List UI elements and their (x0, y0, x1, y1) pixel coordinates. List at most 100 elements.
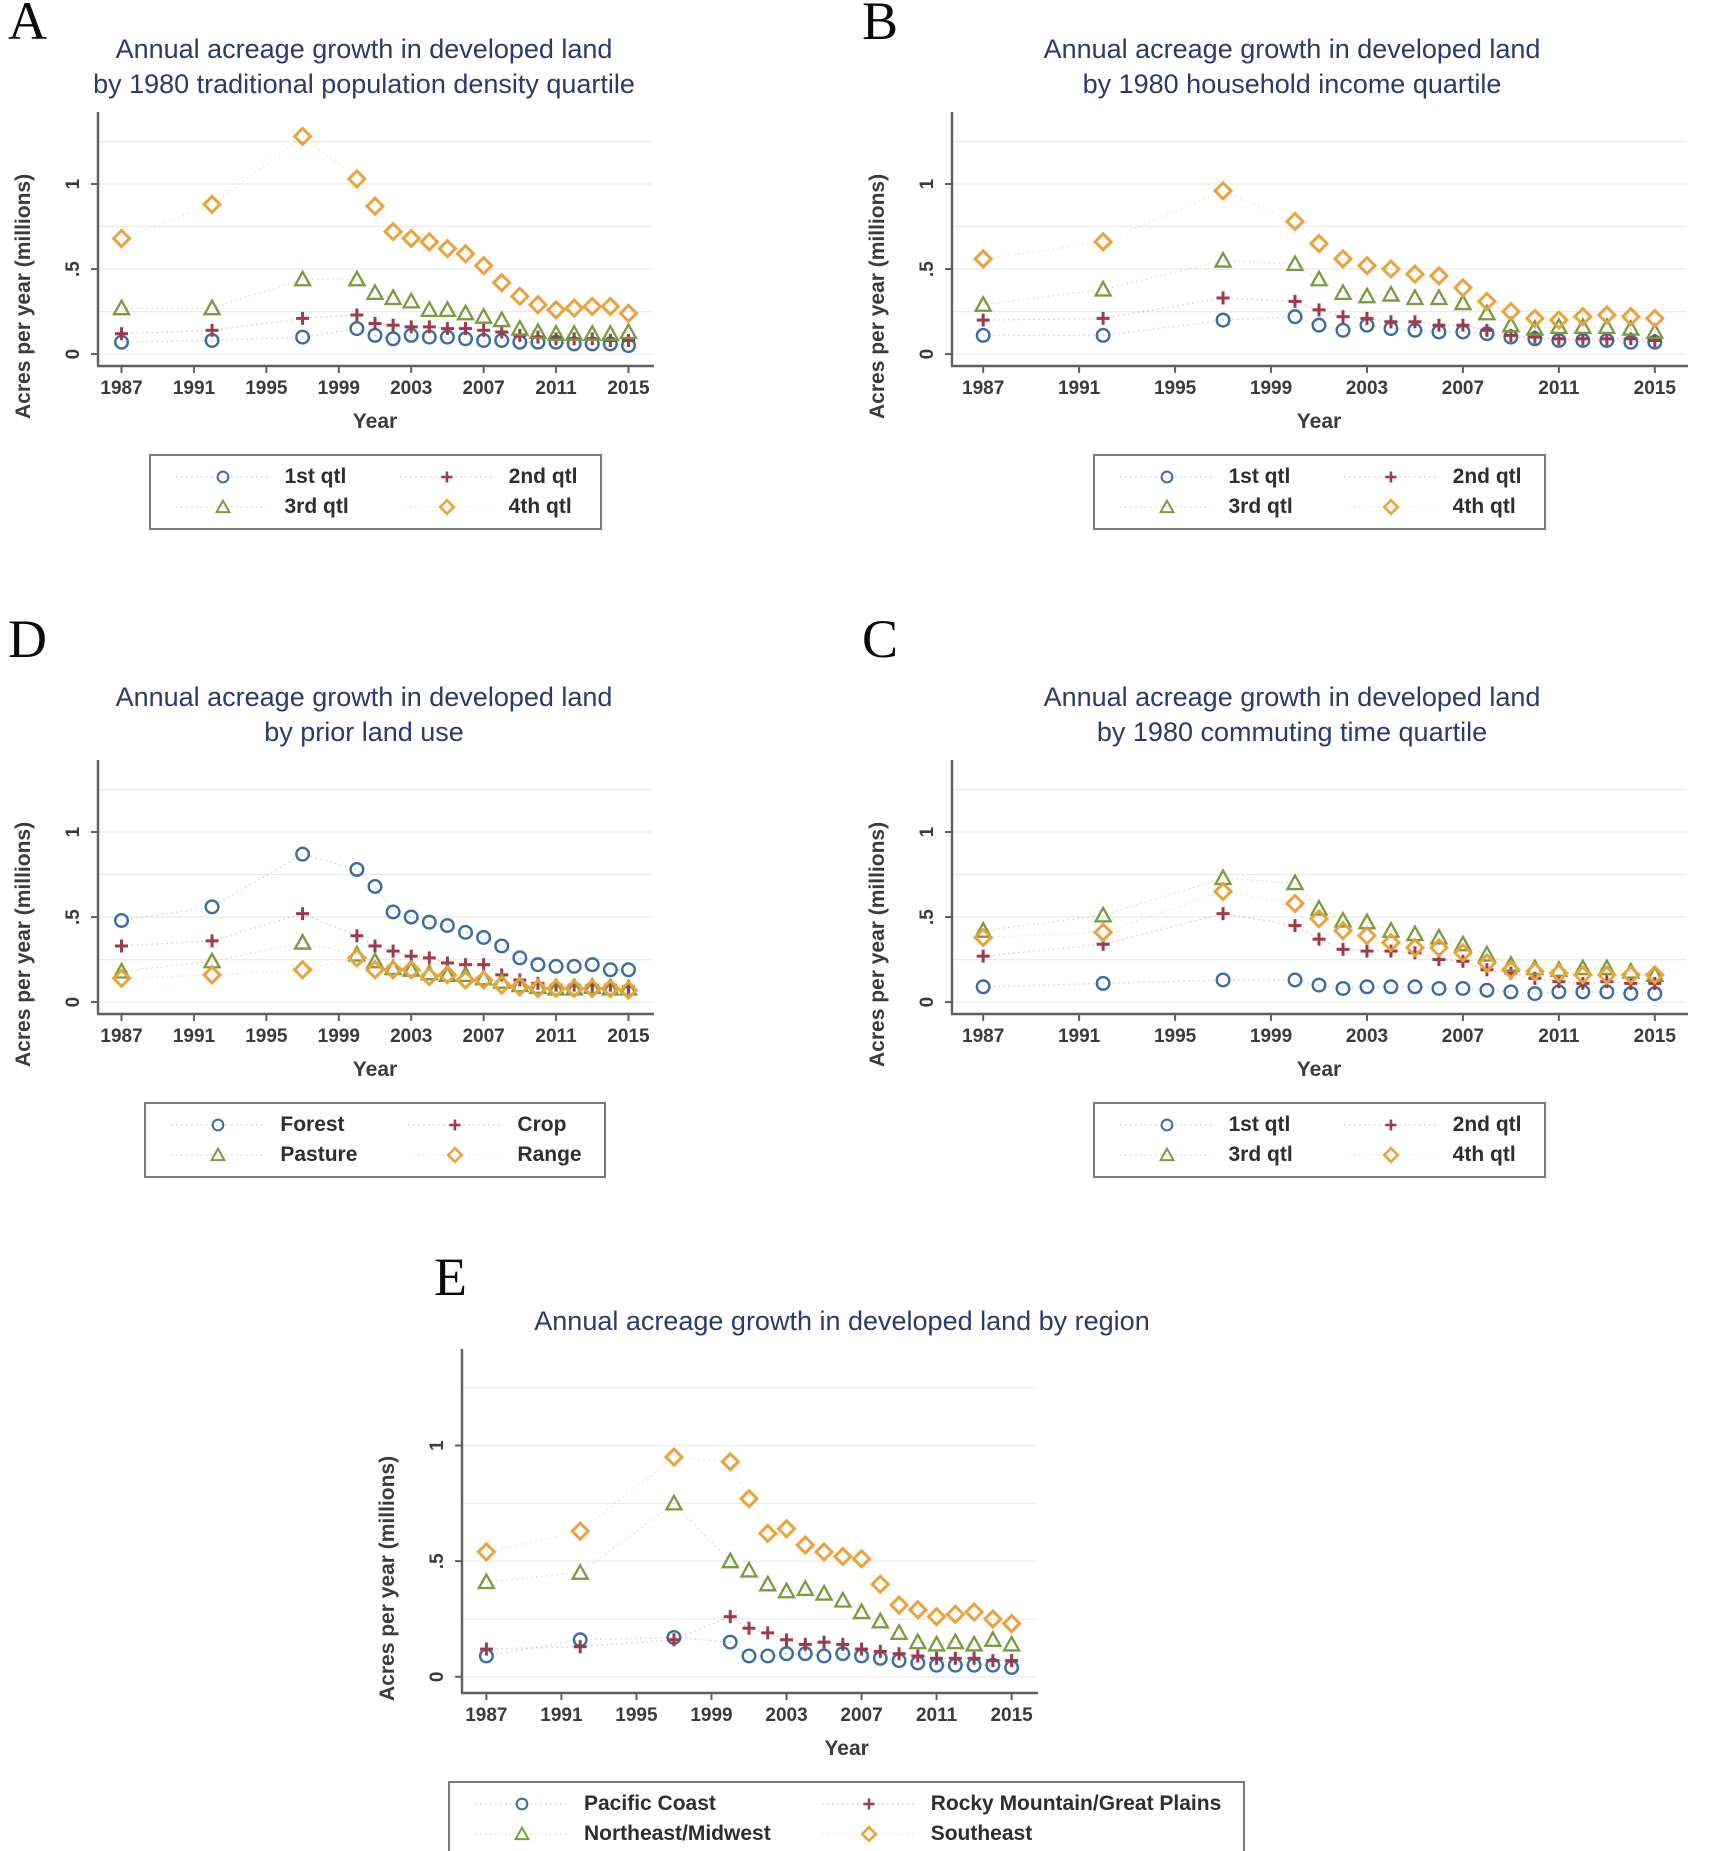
panel-c-title: Annual acreage growth in developed land … (862, 680, 1722, 750)
svg-text:1: 1 (917, 179, 938, 190)
plus-marker-icon (1343, 471, 1438, 483)
svg-text:2015: 2015 (1634, 1026, 1677, 1047)
legend-label: 3rd qtl (1228, 1143, 1293, 1167)
svg-text:1995: 1995 (615, 1705, 658, 1726)
svg-text:1991: 1991 (1058, 1026, 1101, 1047)
panel-b-title: Annual acreage growth in developed land … (862, 32, 1722, 102)
circle-marker-icon (175, 470, 270, 484)
x-axis-label: Year (1296, 1058, 1342, 1082)
panel-d-title-line2: by prior land use (264, 717, 464, 748)
panel-a-title-line2: by 1980 traditional population density q… (93, 69, 635, 100)
svg-text:0: 0 (427, 1672, 448, 1683)
panel-b-title-line1: Annual acreage growth in developed land (1043, 34, 1541, 64)
svg-text:1987: 1987 (962, 378, 1004, 399)
panel-b-letter: B (862, 0, 899, 51)
y-axis-label: Acres per year (millions) (866, 821, 889, 1067)
panel-c-letter: C (862, 609, 899, 669)
legend-entry-crop: Crop (405, 1112, 581, 1138)
x-axis-label: Year (824, 1737, 869, 1761)
legend-entry-forest: Forest (168, 1112, 357, 1138)
series-4th-qtl (973, 180, 1665, 331)
svg-text:2007: 2007 (1442, 378, 1484, 399)
legend-label: Rocky Mountain/Great Plains (930, 1792, 1222, 1816)
panel-e-title: Annual acreage growth in developed land … (372, 1304, 1312, 1339)
y-axis-label: Acres per year (millions) (866, 173, 889, 419)
legend-entry-3rd-qtl: 3rd qtl (1117, 494, 1293, 520)
svg-text:2007: 2007 (462, 378, 504, 399)
svg-text:0: 0 (917, 349, 938, 360)
legend-label: Pacific Coast (584, 1792, 716, 1816)
gridlines (98, 789, 652, 1003)
gridlines (952, 789, 1686, 1003)
series-3rd-qtl (973, 250, 1665, 340)
legend-label: 3rd qtl (284, 495, 349, 519)
plot-c: 0 .5 1 1987 1991 1995 1999 2003 2007 2011 2015 (917, 760, 1688, 1047)
svg-text:2007: 2007 (462, 1026, 504, 1047)
legend-entry-4th-qtl: 4th qtl (1341, 494, 1522, 520)
diamond-marker-icon (1343, 498, 1438, 516)
legend-label: Northeast/Midwest (584, 1822, 771, 1846)
svg-text:2003: 2003 (390, 378, 432, 399)
legend-label: 2nd qtl (1452, 465, 1522, 489)
series-2nd-qtl (976, 907, 1662, 991)
svg-text:1995: 1995 (245, 378, 288, 399)
svg-text:1987: 1987 (100, 378, 142, 399)
svg-text:1995: 1995 (245, 1026, 288, 1047)
svg-text:1995: 1995 (1154, 378, 1197, 399)
legend-label: 2nd qtl (508, 465, 578, 489)
svg-text:2015: 2015 (1634, 378, 1677, 399)
panel-d: D Annual acreage growth in developed lan… (8, 612, 720, 1179)
svg-text:2003: 2003 (1346, 1026, 1388, 1047)
panel-a-title-line1: Annual acreage growth in developed land (115, 34, 613, 64)
legend-entry-pacific-coast: Pacific Coast (472, 1791, 771, 1817)
legend-entry-1st-qtl: 1st qtl (1117, 464, 1293, 490)
diamond-marker-icon (821, 1825, 916, 1843)
triangle-marker-icon (1119, 1146, 1214, 1162)
svg-text:.5: .5 (63, 909, 84, 925)
panel-a-title: Annual acreage growth in developed land … (8, 32, 720, 102)
panel-b-title-line2: by 1980 household income quartile (1082, 69, 1502, 100)
series-pacific-coast (478, 1630, 1020, 1676)
plot-b: 0 .5 1 1987 1991 1995 1999 2003 2007 2011 2015 (917, 112, 1688, 399)
series-3rd-qtl (112, 269, 638, 342)
svg-text:1987: 1987 (100, 1026, 142, 1047)
legend-b: 1st qtl 2nd qtl 3rd qtl 4th qtl (1092, 454, 1546, 531)
diamond-marker-icon (399, 498, 494, 516)
legend-entry-2nd-qtl: 2nd qtl (1341, 464, 1522, 490)
legend-entry-4th-qtl: 4th qtl (1341, 1142, 1522, 1168)
legend-entry-pasture: Pasture (168, 1142, 357, 1168)
legend-a: 1st qtl 2nd qtl 3rd qtl 4th qtl (148, 454, 602, 531)
svg-text:.5: .5 (63, 261, 84, 277)
svg-text:1991: 1991 (173, 1026, 216, 1047)
axes: 0 .5 1 1987 1991 1995 1999 2003 2007 2011 2015 (63, 112, 654, 399)
svg-text:2011: 2011 (916, 1705, 958, 1726)
svg-text:2007: 2007 (840, 1705, 882, 1726)
panel-d-letter: D (8, 609, 47, 669)
axes: 0 .5 1 1987 1991 1995 1999 2003 2007 2011 2015 (917, 760, 1688, 1047)
plot-a: 0 .5 1 1987 1991 1995 1999 2003 2007 2011 2015 (63, 112, 654, 399)
legend-entry-3rd-qtl: 3rd qtl (173, 494, 349, 520)
triangle-marker-icon (475, 1825, 569, 1841)
series-range (111, 947, 639, 1001)
svg-text:1999: 1999 (1250, 1026, 1292, 1047)
svg-text:1: 1 (427, 1440, 448, 1451)
x-axis-label: Year (1296, 410, 1342, 434)
series-4th-qtl (111, 126, 639, 324)
svg-text:2011: 2011 (535, 378, 577, 399)
panel-c-title-line2: by 1980 commuting time quartile (1096, 717, 1488, 748)
panel-c: C Annual acreage growth in developed lan… (862, 612, 1722, 1179)
legend-label: Pasture (280, 1143, 358, 1167)
legend-label: 4th qtl (508, 495, 572, 519)
series-rocky-mountain-great-plains (479, 1610, 1019, 1668)
legend-label: 4th qtl (1452, 495, 1516, 519)
svg-text:2003: 2003 (390, 1026, 432, 1047)
legend-label: 3rd qtl (1228, 495, 1293, 519)
legend-label: 1st qtl (1228, 465, 1291, 489)
triangle-marker-icon (1119, 498, 1214, 514)
legend-entry-1st-qtl: 1st qtl (1117, 1112, 1293, 1138)
svg-text:1991: 1991 (540, 1705, 583, 1726)
legend-entry-rocky-mountain-great-plains: Rocky Mountain/Great Plains (819, 1791, 1222, 1817)
gridlines (952, 141, 1686, 355)
legend-entry-2nd-qtl: 2nd qtl (397, 464, 578, 490)
panel-c-title-line1: Annual acreage growth in developed land (1043, 682, 1541, 712)
